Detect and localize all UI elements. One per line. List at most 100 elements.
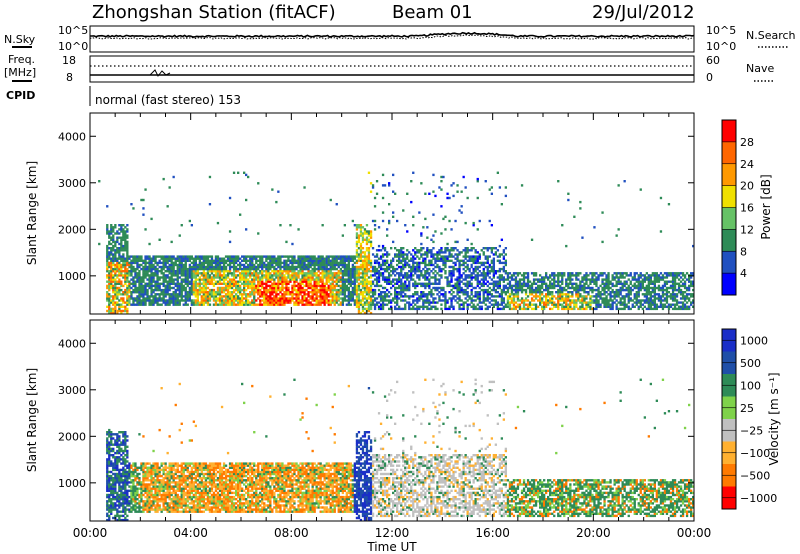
echo-cell [502, 255, 506, 258]
echo-cell [341, 278, 345, 281]
echo-cell [293, 282, 296, 285]
echo-cell [466, 284, 469, 288]
echo-cell [162, 272, 165, 275]
echo-cell [440, 276, 443, 279]
echo-cell [154, 284, 157, 288]
echo-cell [402, 291, 405, 294]
echo-cell [498, 259, 502, 262]
echo-cell [138, 284, 141, 288]
echo-cell [142, 280, 145, 283]
echo-cell [617, 272, 620, 275]
echo-cell [132, 291, 135, 294]
echo-cell [118, 247, 121, 250]
echo-cell [355, 249, 359, 252]
echo-cell [184, 303, 187, 306]
echo-cell [178, 272, 181, 275]
echo-cell [106, 251, 109, 254]
echo-cell [108, 251, 111, 254]
echo-cell [468, 295, 471, 298]
echo-cell [293, 267, 296, 271]
echo-cell [351, 291, 355, 294]
echo-cell [500, 274, 504, 277]
echo-cell [327, 255, 330, 258]
echo-cell [303, 186, 306, 189]
echo-cell [635, 299, 638, 302]
echo-cell [482, 299, 485, 302]
echo-cell [269, 278, 272, 281]
echo-cell [398, 286, 401, 290]
echo-cell [339, 276, 343, 279]
echo-cell [359, 259, 363, 262]
echo-cell [110, 301, 113, 304]
echo-cell [522, 303, 526, 306]
echo-cell [315, 272, 318, 275]
echo-cell [162, 265, 165, 269]
echo-cell [500, 307, 504, 311]
echo-cell [355, 267, 359, 271]
echo-cell [303, 276, 306, 279]
echo-cell [188, 265, 192, 269]
echo-cell [325, 263, 328, 267]
echo-cell [291, 263, 294, 267]
echo-cell [341, 270, 345, 273]
echo-cell [633, 305, 636, 308]
echo-cell [516, 305, 520, 308]
echo-cell [438, 251, 441, 254]
echo-cell [593, 274, 596, 277]
echo-cell [249, 282, 252, 285]
echo-cell [456, 267, 459, 271]
echo-cell [396, 301, 399, 304]
echo-cell [108, 284, 111, 288]
echo-cell [283, 259, 286, 262]
echo-cell [383, 263, 387, 267]
echo-cell [335, 288, 338, 292]
echo-cell [396, 280, 399, 283]
echo-cell [166, 274, 169, 277]
echo-cell [206, 280, 210, 283]
echo-cell [589, 280, 592, 283]
echo-cell [337, 288, 340, 292]
echo-cell [351, 257, 355, 260]
echo-cell [174, 303, 177, 306]
echo-cell [108, 286, 111, 290]
echo-cell [377, 305, 381, 308]
echo-cell [267, 261, 270, 265]
echo-cell [170, 270, 173, 273]
echo-cell [134, 274, 137, 277]
echo-cell [456, 288, 459, 292]
echo-cell [524, 293, 528, 296]
echo-cell [172, 295, 175, 298]
echo-cell [120, 247, 123, 250]
echo-cell [228, 257, 232, 260]
echo-cell [367, 257, 371, 260]
echo-cell [275, 284, 278, 288]
echo-cell [500, 253, 504, 256]
echo-cell [174, 297, 177, 300]
echo-cell [526, 276, 530, 279]
echo-cell [321, 257, 324, 260]
echo-cell [321, 299, 324, 302]
echo-cell [243, 282, 246, 285]
echo-cell [287, 291, 290, 294]
echo-cell [623, 288, 626, 292]
echo-cell [478, 305, 481, 308]
echo-cell [307, 295, 310, 298]
echo-cell [150, 280, 153, 283]
echo-cell [241, 276, 244, 279]
echo-cell [450, 247, 453, 250]
echo-cell [341, 263, 345, 267]
echo-cell [212, 276, 216, 279]
echo-cell [361, 278, 365, 281]
echo-cell [563, 305, 566, 308]
echo-cell [351, 297, 355, 300]
echo-cell [112, 263, 115, 267]
echo-cell [110, 282, 113, 285]
echo-cell [480, 263, 483, 267]
echo-cell [126, 236, 129, 239]
echo-cell [553, 301, 556, 304]
echo-cell [416, 270, 419, 273]
echo-cell [297, 255, 300, 258]
echo-cell [228, 261, 232, 265]
echo-cell [450, 297, 453, 300]
echo-cell [603, 284, 606, 288]
